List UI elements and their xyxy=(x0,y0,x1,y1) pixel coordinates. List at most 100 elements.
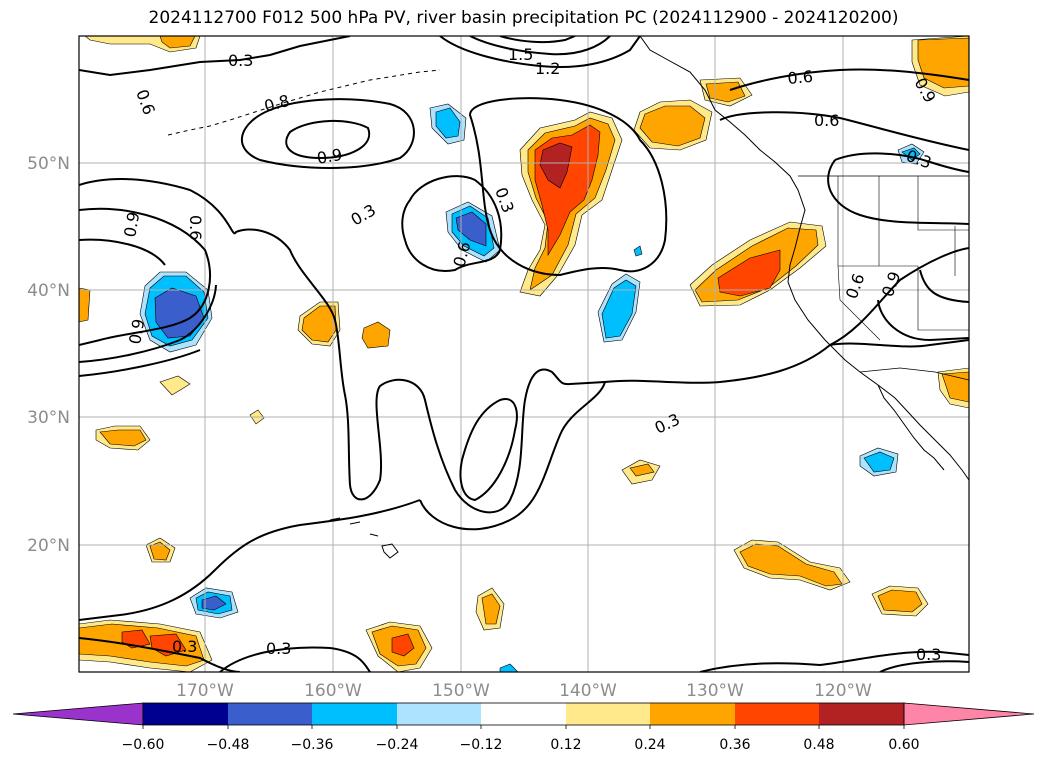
pv-contours xyxy=(79,36,969,672)
colorbar-tick-label: 0.36 xyxy=(719,737,750,753)
longitude-labels: 170°W 160°W 150°W 140°W 130°W 120°W xyxy=(176,681,872,701)
pv-contour xyxy=(699,650,969,672)
colorbar-segment xyxy=(650,703,735,725)
lat-label: 30°N xyxy=(27,408,70,428)
precip-patch xyxy=(639,105,706,147)
colorbar: −0.60 −0.48 −0.36 −0.24 −0.12 0.12 0.24 … xyxy=(12,702,1035,753)
precip-shading xyxy=(79,36,969,672)
lat-label: 20°N xyxy=(27,536,70,556)
pv-contour xyxy=(468,97,668,277)
lat-label: 40°N xyxy=(27,281,70,301)
contour-label: 0.9 xyxy=(315,145,343,168)
precip-patch xyxy=(201,595,227,611)
precip-patch xyxy=(717,249,781,297)
colorbar-extend-high xyxy=(903,702,1035,726)
pv-contour xyxy=(729,68,969,91)
precip-patch xyxy=(159,375,191,396)
colorbar-tick-label: −0.60 xyxy=(122,737,165,753)
lon-label: 150°W xyxy=(432,681,490,701)
precip-patch xyxy=(705,81,746,103)
precip-patch xyxy=(941,371,969,403)
colorbar-segment xyxy=(481,703,566,725)
precip-patch xyxy=(633,245,643,257)
colorbar-frame xyxy=(142,702,905,726)
state-borders xyxy=(837,176,969,341)
page-title: 2024112700 F012 500 hPa PV, river basin … xyxy=(148,8,899,28)
colorbar-tick-label: −0.36 xyxy=(291,737,334,753)
pv-contour xyxy=(240,98,415,169)
pv-contour xyxy=(877,299,969,342)
pv-contour xyxy=(719,111,969,151)
colorbar-tick-label: 0.60 xyxy=(888,737,919,753)
pv-contour xyxy=(439,36,641,69)
colorbar-segment xyxy=(397,703,481,725)
coastline-north-america xyxy=(639,36,969,481)
pv-contour xyxy=(79,637,241,672)
precip-patch xyxy=(361,321,391,349)
coastline-baja xyxy=(877,384,945,471)
lon-label: 120°W xyxy=(814,681,872,701)
precip-patch xyxy=(301,305,337,343)
map-frame xyxy=(78,35,970,673)
pv-contour xyxy=(79,238,166,266)
lat-label: 50°N xyxy=(27,154,70,174)
colorbar-segment xyxy=(143,703,228,725)
colorbar-ticks xyxy=(142,725,905,729)
pv-contour xyxy=(829,339,969,348)
colorbar-segment xyxy=(566,703,650,725)
contour-label: 0.6 xyxy=(186,215,205,240)
precip-patch xyxy=(629,463,655,477)
precip-patch xyxy=(455,211,487,247)
pv-contour xyxy=(79,207,211,346)
precip-patch xyxy=(391,633,415,657)
contour-label: 0.6 xyxy=(787,67,814,88)
lon-label: 170°W xyxy=(176,681,234,701)
pv-contour xyxy=(879,660,969,672)
precip-patch xyxy=(159,36,196,49)
contour-label: 0.3 xyxy=(266,639,291,658)
pv-contour xyxy=(79,36,351,77)
colorbar-extend-low xyxy=(12,702,144,726)
contour-label: 0.3 xyxy=(228,51,253,70)
latitude-labels: 50°N 40°N 30°N 20°N xyxy=(27,154,70,556)
precip-patch xyxy=(481,593,501,625)
pv-contour xyxy=(604,247,969,384)
contour-label: 1.2 xyxy=(535,59,560,78)
colorbar-segment xyxy=(228,703,312,725)
pv-contour xyxy=(401,175,503,272)
precip-patch xyxy=(435,107,461,139)
pv-contour xyxy=(79,178,607,531)
pv-contour xyxy=(285,120,371,160)
pv-contour xyxy=(827,159,969,225)
precip-patch xyxy=(79,287,91,323)
colorbar-segment xyxy=(819,703,904,725)
lon-label: 160°W xyxy=(304,681,362,701)
precip-patch xyxy=(149,541,171,561)
colorbar-tick-label: −0.24 xyxy=(376,737,419,753)
contour-labels: 0.3 1.5 1.2 0.6 0.8 0.9 0.6 0.9 0.3 0.9 … xyxy=(120,45,941,664)
lon-label: 130°W xyxy=(686,681,744,701)
border-us-mexico xyxy=(859,367,969,381)
precip-patch xyxy=(499,663,519,672)
pv-contour xyxy=(79,284,217,363)
pv-contour xyxy=(219,646,371,672)
colorbar-tick-label: 0.12 xyxy=(550,737,581,753)
graticule xyxy=(79,36,969,672)
contour-label: 0.3 xyxy=(916,645,941,664)
pv-contour xyxy=(459,398,518,502)
colorbar-segment xyxy=(312,703,397,725)
contour-label: 0.9 xyxy=(125,317,148,345)
colorbar-tick-label: −0.12 xyxy=(460,737,503,753)
pv-contour xyxy=(919,269,969,303)
precip-patch xyxy=(601,279,637,339)
precip-patch xyxy=(863,451,895,473)
map-panel: 0.3 1.5 1.2 0.6 0.8 0.9 0.6 0.9 0.3 0.9 … xyxy=(79,36,969,672)
contour-label: 1.5 xyxy=(508,45,533,64)
hawaiian-islands xyxy=(329,517,399,559)
colorbar-tick-label: −0.48 xyxy=(207,737,250,753)
colorbar-tick-label: 0.48 xyxy=(803,737,834,753)
pv-contour xyxy=(79,499,421,621)
pv-contour xyxy=(469,36,611,56)
contour-label: 0.6 xyxy=(814,111,839,130)
